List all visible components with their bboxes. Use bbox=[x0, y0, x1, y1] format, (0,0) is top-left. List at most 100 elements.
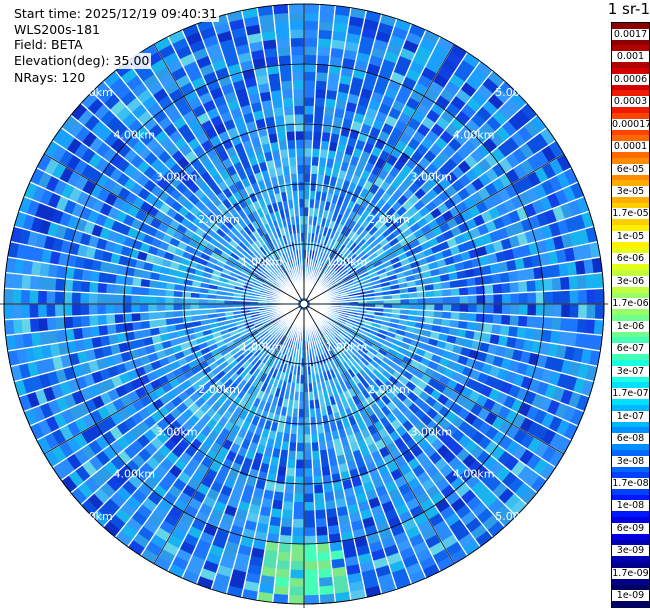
beta-gate bbox=[317, 559, 333, 571]
beta-gate bbox=[272, 593, 289, 604]
beta-gate bbox=[294, 130, 305, 141]
range-ring-label: 2.00km bbox=[368, 383, 410, 396]
beta-gate bbox=[303, 79, 316, 90]
beta-gate bbox=[296, 173, 305, 183]
range-ring-label: 4.00km bbox=[114, 128, 156, 141]
beta-gate bbox=[315, 71, 329, 82]
beta-gate bbox=[314, 509, 327, 520]
beta-gate bbox=[173, 296, 183, 305]
beta-gate bbox=[303, 544, 318, 554]
beta-gate bbox=[313, 105, 325, 116]
beta-gate bbox=[113, 293, 124, 305]
beta-gate bbox=[527, 303, 537, 317]
beta-gate bbox=[526, 315, 537, 329]
beta-gate bbox=[46, 290, 56, 305]
beta-gate bbox=[21, 274, 32, 290]
beta-gate bbox=[296, 442, 305, 452]
beta-gate bbox=[274, 21, 290, 32]
beta-gate bbox=[316, 54, 331, 65]
beta-gate bbox=[303, 594, 320, 605]
beta-gate bbox=[493, 303, 503, 315]
beta-gate bbox=[293, 105, 305, 115]
beta-gate bbox=[501, 314, 511, 326]
beta-gate bbox=[316, 543, 331, 554]
beta-gate bbox=[113, 303, 124, 315]
beta-gate bbox=[89, 325, 100, 338]
colorbar-tick-label: 1e-05 bbox=[612, 230, 649, 242]
beta-gate bbox=[12, 273, 23, 290]
beta-gate bbox=[451, 303, 461, 313]
beta-gate bbox=[37, 275, 49, 291]
beta-gate bbox=[54, 303, 64, 318]
beta-gate bbox=[312, 131, 323, 141]
beta-gate bbox=[272, 4, 289, 15]
beta-gate bbox=[292, 510, 305, 520]
beta-gate bbox=[268, 516, 282, 527]
colorbar-tick-label: 6e-07 bbox=[612, 343, 649, 355]
beta-gate bbox=[283, 114, 295, 124]
beta-gate bbox=[303, 3, 320, 14]
beta-gate bbox=[156, 303, 166, 312]
beta-gate bbox=[295, 451, 305, 461]
beta-gate bbox=[552, 303, 562, 318]
beta-gate bbox=[54, 290, 64, 305]
beta-gate bbox=[325, 89, 338, 100]
beta-gate bbox=[509, 281, 520, 294]
beta-gate bbox=[290, 544, 305, 554]
beta-gate bbox=[484, 303, 495, 315]
beta-gate bbox=[484, 293, 495, 305]
beta-gate bbox=[526, 279, 537, 293]
beta-gate bbox=[303, 113, 315, 124]
beta-gate bbox=[577, 303, 588, 320]
beta-gate bbox=[467, 285, 477, 296]
beta-gate bbox=[303, 484, 315, 495]
start-time-label: Start time: 2025/12/19 09:40:31 bbox=[12, 6, 220, 22]
beta-gate bbox=[97, 314, 107, 326]
beta-gate bbox=[544, 290, 554, 305]
beta-gate bbox=[484, 283, 494, 295]
beta-gate bbox=[316, 46, 332, 57]
beta-gate bbox=[46, 316, 57, 332]
colorbar-tick-label: 1.7e-05 bbox=[612, 208, 649, 220]
beta-gate bbox=[290, 552, 305, 562]
beta-gate bbox=[279, 71, 293, 82]
beta-gate bbox=[293, 113, 305, 124]
beta-gate bbox=[569, 303, 579, 319]
beta-gate bbox=[81, 268, 92, 282]
beta-gate bbox=[37, 303, 47, 319]
beta-gate bbox=[71, 279, 82, 293]
beta-gate bbox=[288, 20, 305, 31]
beta-gate bbox=[303, 552, 318, 562]
beta-gate bbox=[303, 88, 316, 98]
beta-gate bbox=[425, 296, 435, 305]
beta-gate bbox=[37, 317, 49, 333]
beta-gate bbox=[568, 275, 579, 291]
beta-gate bbox=[303, 147, 313, 157]
beta-gate bbox=[561, 303, 571, 319]
colorbar-tick-label: 1.7e-08 bbox=[612, 477, 649, 489]
beta-gate bbox=[88, 292, 98, 305]
beta-gate bbox=[296, 425, 305, 435]
beta-gate bbox=[314, 88, 327, 99]
beta-gate bbox=[12, 318, 23, 335]
beta-gate bbox=[131, 312, 141, 323]
range-ring-label: 4.00km bbox=[114, 468, 156, 481]
beta-gate bbox=[289, 37, 305, 47]
beta-gate bbox=[484, 313, 494, 325]
beta-gate bbox=[459, 303, 469, 313]
beta-gate bbox=[282, 501, 294, 511]
beta-gate bbox=[105, 293, 115, 305]
beta-gate bbox=[96, 303, 107, 316]
beta-gate bbox=[326, 516, 340, 527]
beta-gate bbox=[315, 517, 328, 528]
beta-gate bbox=[303, 173, 312, 183]
colorbar-tick-label: 1e-07 bbox=[612, 410, 649, 422]
beta-gate bbox=[467, 312, 477, 323]
range-ring-label: 1.00km bbox=[241, 340, 283, 353]
beta-gate bbox=[46, 276, 57, 292]
range-ring-label: 2.00km bbox=[198, 213, 240, 226]
beta-gate bbox=[147, 303, 157, 313]
beta-gate bbox=[54, 316, 65, 331]
beta-gate bbox=[139, 295, 149, 305]
beta-gate bbox=[81, 326, 92, 340]
